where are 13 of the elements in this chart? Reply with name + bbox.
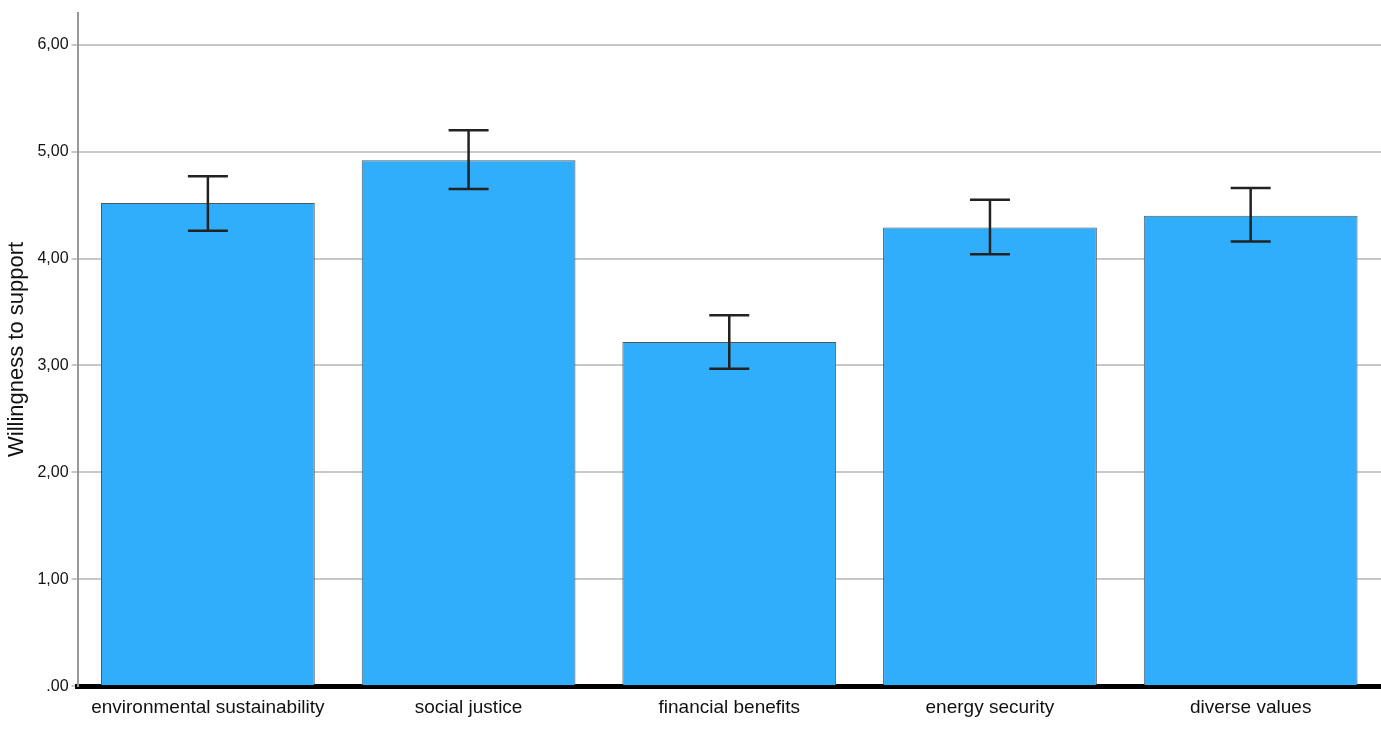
y-tick-label: 2,00 bbox=[37, 462, 69, 480]
y-tick-label: 4,00 bbox=[37, 248, 69, 266]
x-tick-label: social justice bbox=[414, 695, 523, 717]
x-tick-label: diverse values bbox=[1189, 695, 1312, 717]
y-tick-label: .00 bbox=[46, 676, 69, 694]
y-tick-label: 3,00 bbox=[37, 355, 69, 373]
y-tick-label: 6,00 bbox=[37, 35, 69, 53]
y-axis-title: Willingness to support bbox=[3, 241, 29, 458]
x-tick-label: energy security bbox=[925, 695, 1055, 717]
x-tick-label: environmental sustainability bbox=[91, 695, 326, 717]
y-tick-label: 1,00 bbox=[37, 569, 69, 587]
y-tick-label: 5,00 bbox=[37, 142, 69, 159]
x-tick-label: financial benefits bbox=[658, 695, 801, 717]
